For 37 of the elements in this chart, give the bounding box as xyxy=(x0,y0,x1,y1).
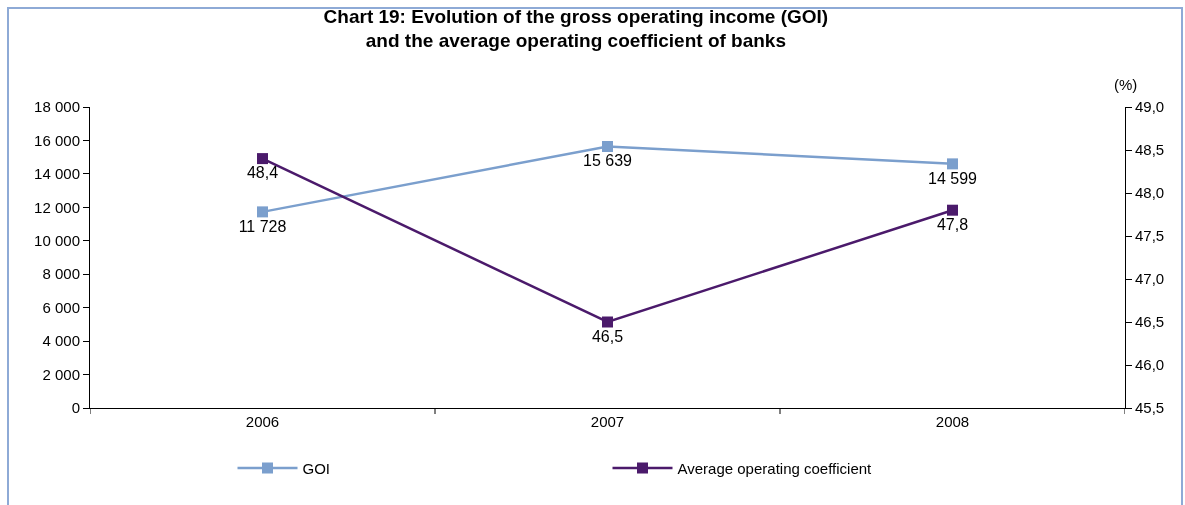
data-label: 14 599 xyxy=(928,169,978,187)
point xyxy=(602,316,613,328)
point xyxy=(947,158,958,170)
data-label: 48,4 xyxy=(246,164,279,182)
y-tick-label: 18 000 xyxy=(34,98,80,116)
y2-tick-label: 46,0 xyxy=(1135,356,1165,374)
y2-tick-label: 48,0 xyxy=(1135,184,1165,202)
data-label: 15 639 xyxy=(583,152,633,170)
y-tick-label: 2 000 xyxy=(42,365,80,383)
y-tick-label: 0 xyxy=(71,399,80,417)
y2-tick-label: 49,0 xyxy=(1135,98,1165,116)
point xyxy=(947,204,958,216)
y-tick-label: 12 000 xyxy=(34,198,80,216)
y-tick-label: 16 000 xyxy=(34,131,80,149)
x-tick-label: 2006 xyxy=(245,413,280,430)
chart-title: Chart 19: Evolution of the gross operating income (GOI) and the average operating coefficient of banks xyxy=(323,5,829,52)
y2-axis-title: (%) xyxy=(1114,76,1138,93)
point xyxy=(257,153,268,165)
data-label: 11 728 xyxy=(238,217,287,235)
point xyxy=(257,206,268,218)
y2-tick-label: 48,5 xyxy=(1135,141,1165,159)
legend-label: Average operating coefficient xyxy=(677,459,873,477)
y-tick-label: 8 000 xyxy=(42,265,80,283)
x-tick-label: 2007 xyxy=(590,413,625,430)
y-tick-label: 14 000 xyxy=(34,165,80,183)
y-tick-label: 6 000 xyxy=(42,298,80,316)
y-tick-label: 4 000 xyxy=(42,332,80,350)
y2-tick-label: 45,5 xyxy=(1135,399,1165,417)
y2-tick-label: 47,0 xyxy=(1135,270,1165,288)
y-tick-label: 10 000 xyxy=(34,232,80,250)
y2-tick-label: 46,5 xyxy=(1135,313,1165,331)
data-label: 47,8 xyxy=(936,216,969,234)
legend-label: GOI xyxy=(302,459,331,477)
point xyxy=(602,140,613,152)
y2-tick-label: 47,5 xyxy=(1135,227,1165,245)
data-label: 46,5 xyxy=(591,327,624,345)
x-tick-label: 2008 xyxy=(935,413,970,430)
